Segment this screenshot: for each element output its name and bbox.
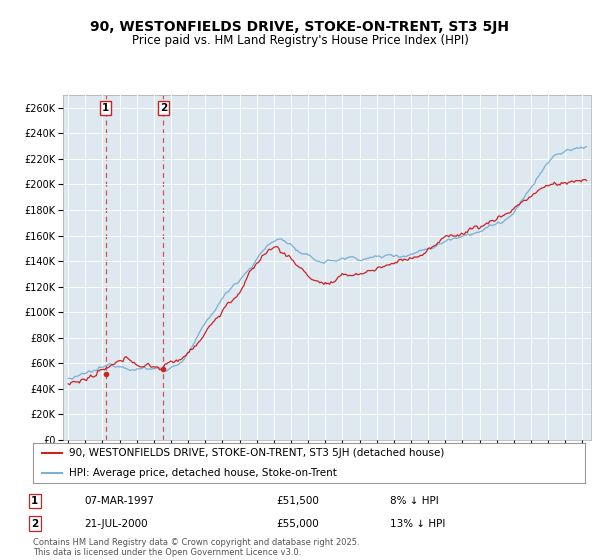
Text: Contains HM Land Registry data © Crown copyright and database right 2025.
This d: Contains HM Land Registry data © Crown c… bbox=[33, 538, 359, 557]
Text: £51,500: £51,500 bbox=[276, 496, 319, 506]
Text: Price paid vs. HM Land Registry's House Price Index (HPI): Price paid vs. HM Land Registry's House … bbox=[131, 34, 469, 46]
Text: 13% ↓ HPI: 13% ↓ HPI bbox=[390, 519, 445, 529]
Text: 90, WESTONFIELDS DRIVE, STOKE-ON-TRENT, ST3 5JH (detached house): 90, WESTONFIELDS DRIVE, STOKE-ON-TRENT, … bbox=[69, 448, 444, 458]
Text: 21-JUL-2000: 21-JUL-2000 bbox=[84, 519, 148, 529]
Text: £55,000: £55,000 bbox=[276, 519, 319, 529]
Text: HPI: Average price, detached house, Stoke-on-Trent: HPI: Average price, detached house, Stok… bbox=[69, 468, 337, 478]
Text: 2: 2 bbox=[31, 519, 38, 529]
Text: 1: 1 bbox=[31, 496, 38, 506]
Text: 8% ↓ HPI: 8% ↓ HPI bbox=[390, 496, 439, 506]
Text: 1: 1 bbox=[102, 103, 109, 113]
Text: 2: 2 bbox=[160, 103, 167, 113]
Text: 07-MAR-1997: 07-MAR-1997 bbox=[84, 496, 154, 506]
Text: 90, WESTONFIELDS DRIVE, STOKE-ON-TRENT, ST3 5JH: 90, WESTONFIELDS DRIVE, STOKE-ON-TRENT, … bbox=[91, 20, 509, 34]
